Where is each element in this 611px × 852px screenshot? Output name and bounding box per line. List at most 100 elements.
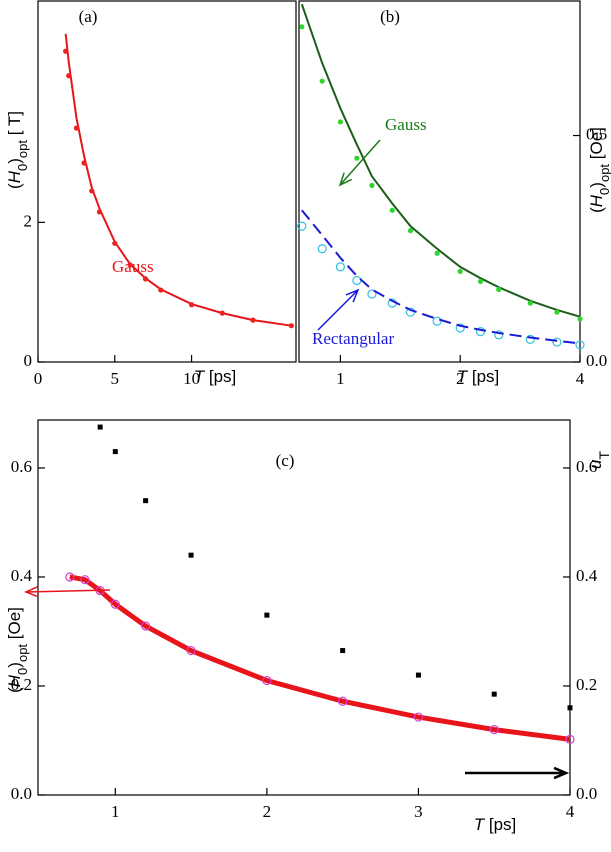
axis-label-part: ( — [5, 183, 24, 189]
y-tick-label: 0.0 — [11, 784, 32, 803]
axis-label-part: H — [587, 194, 606, 207]
point — [65, 572, 75, 582]
arrow-shaft — [317, 289, 359, 331]
y-tick-label: 2 — [24, 211, 33, 230]
point — [338, 696, 348, 706]
point — [494, 330, 504, 340]
y-tick-label: 0 — [24, 351, 33, 370]
arrow-head — [553, 766, 570, 780]
series-line — [69, 574, 571, 742]
x-tick-label: 10 — [183, 369, 200, 388]
axis-label-part: H — [5, 170, 24, 183]
y2-tick-label: 0.6 — [576, 457, 597, 476]
point — [127, 262, 133, 268]
point — [66, 73, 72, 79]
axis-label-part: 0 — [15, 164, 30, 171]
point — [112, 449, 118, 455]
axis-label-part: T — [474, 815, 486, 834]
plot-frame — [37, 419, 571, 796]
arrow-head — [345, 288, 360, 303]
axis-label: T [ps] — [457, 367, 500, 386]
y-tick-label: 0.4 — [11, 566, 33, 585]
series-line — [300, 3, 581, 318]
point — [96, 209, 103, 215]
x-tick-label: 4 — [576, 369, 585, 388]
point — [337, 119, 343, 125]
point — [97, 424, 103, 430]
axis-label-part: 0 — [597, 188, 611, 195]
point — [262, 675, 272, 686]
x-tick-label: 4 — [566, 802, 575, 821]
point — [219, 310, 225, 316]
axis-label-part: opt — [15, 140, 30, 158]
point — [143, 498, 149, 504]
axis-label: (H0)opt [ T] — [5, 111, 29, 189]
axis-label-part: opt — [597, 164, 611, 182]
panel-label: (a) — [79, 7, 98, 26]
point — [413, 712, 424, 722]
point — [354, 155, 360, 161]
point — [567, 705, 573, 711]
point — [110, 599, 120, 609]
y-tick-label: 0.6 — [11, 457, 32, 476]
axis-label-part: [Oe] — [587, 127, 606, 164]
point — [455, 323, 465, 333]
point — [317, 244, 327, 254]
point — [554, 309, 560, 315]
point — [552, 337, 562, 347]
x-tick-label: 0 — [34, 369, 43, 388]
point — [434, 250, 440, 256]
axis-label-part: [ps] — [484, 815, 516, 834]
point — [142, 276, 149, 282]
y2-tick-label: 0.5 — [586, 124, 607, 143]
x-tick-label: 1 — [111, 802, 120, 821]
point — [525, 334, 535, 344]
y2-tick-label: 0.4 — [576, 566, 598, 585]
point — [299, 24, 305, 30]
point — [63, 48, 69, 54]
axis-label-part: T — [596, 451, 611, 460]
point — [112, 240, 118, 246]
arrow-head — [24, 585, 39, 598]
axis-label-part: T — [457, 367, 469, 386]
plot-frame — [37, 0, 297, 363]
x-tick-label: 2 — [456, 369, 465, 388]
axis-label-part: ) — [5, 662, 24, 668]
axis-label: T [ps] — [474, 815, 517, 834]
annotation: Rectangular — [312, 329, 394, 348]
axis-label-part: T — [194, 367, 206, 386]
point — [81, 160, 87, 166]
axis-label-part: [ps] — [204, 367, 236, 386]
point — [475, 327, 486, 337]
axis-label-part: 0 — [15, 668, 30, 675]
point — [188, 552, 194, 558]
axis-label: (H0)opt [Oe] — [5, 607, 29, 693]
y2-tick-label: 0.2 — [576, 675, 597, 694]
point — [89, 188, 95, 194]
point — [367, 289, 377, 299]
axis-label: T [ps] — [194, 367, 237, 386]
axis-label-part: ( — [5, 687, 24, 693]
y2-tick-label: 0.0 — [586, 351, 607, 370]
series-line — [301, 209, 581, 345]
point — [577, 316, 583, 322]
axis-label-part: [ T] — [5, 111, 24, 140]
axis-label-part: ) — [587, 182, 606, 188]
arrow-head — [338, 172, 353, 187]
point — [352, 275, 362, 286]
point — [407, 228, 414, 234]
point — [565, 734, 575, 745]
panel-label: (c) — [276, 451, 295, 470]
axis-label: uT — [586, 451, 611, 469]
x-tick-label: 3 — [414, 802, 423, 821]
point — [141, 621, 151, 631]
point — [340, 648, 346, 654]
point — [288, 323, 294, 329]
annotation: Gauss — [385, 115, 427, 134]
plot-frame — [298, 0, 581, 363]
point — [188, 302, 195, 308]
x-tick-label: 2 — [263, 802, 272, 821]
point — [158, 287, 164, 293]
point — [73, 125, 79, 131]
